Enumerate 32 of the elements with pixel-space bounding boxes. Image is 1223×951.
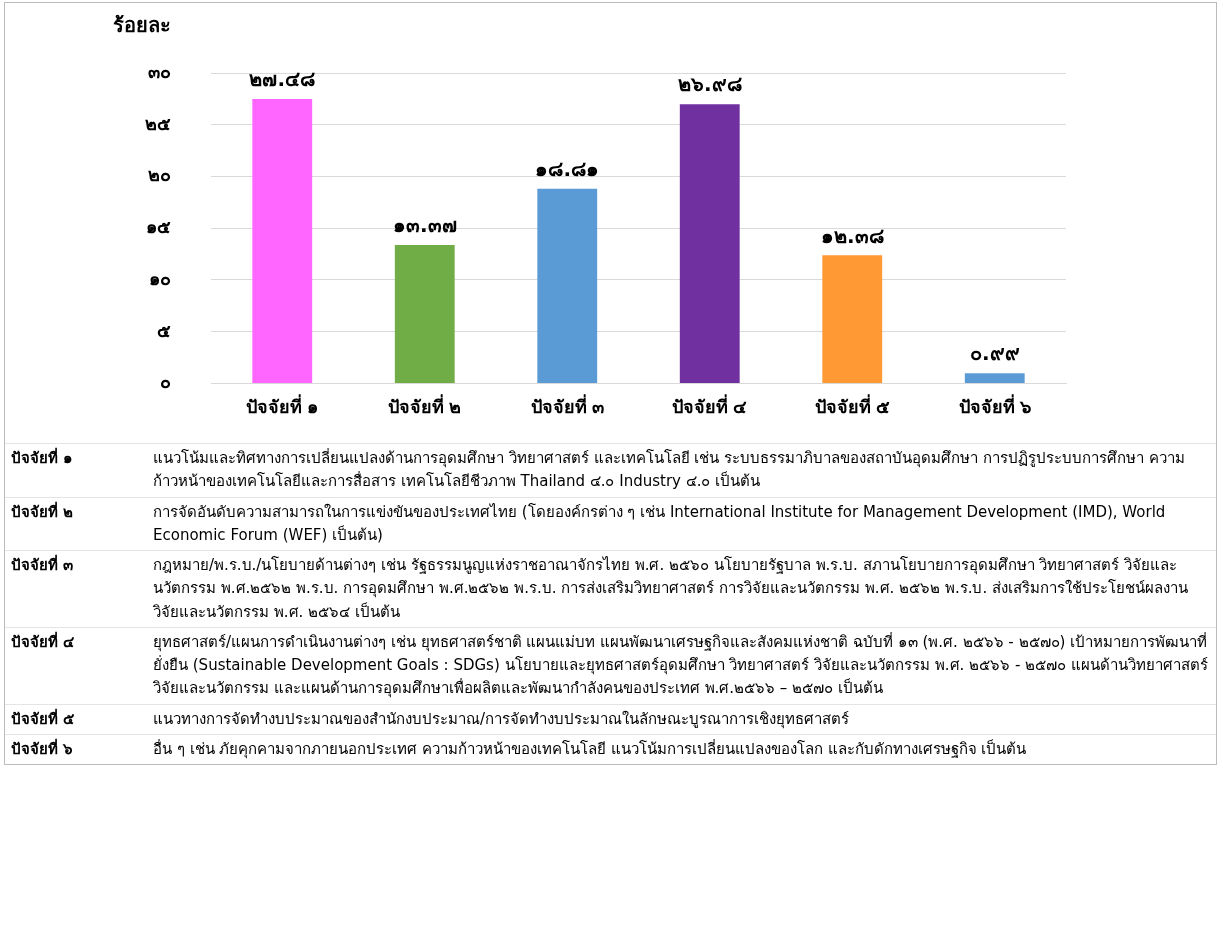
x-tick-label: ปัจจัยที่ ๓ (530, 394, 604, 418)
text: อื่น ๆ เช่น ภัยคุกคามจากภายนอกประเทศ ความก้าวหน้าของเทคโนโลยี แนวโน้มการเปลี่ยนแปลงของโลก และกับดักทางเศรษฐกิจ เป็นต้น (147, 734, 1216, 764)
category-label: ปัจจัยที่ ๔ (11, 632, 75, 651)
y-tick-label: ๒๕ (145, 113, 171, 134)
text: การจัดอันดับความสามารถในการแข่งขันของประเทศไทย (โดยองค์กรต่าง ๆ เช่น International Institute for Management Development (IMD), World Economic Forum (WEF) เป็นต้น) (147, 497, 1216, 551)
category-label: ปัจจัยที่ ๓ (11, 556, 74, 574)
data-label: ๒๖.๙๘ (677, 72, 742, 97)
data-label: ๒๗.๔๘ (249, 67, 316, 92)
category-label: ปัจจัยที่ ๑ (11, 449, 74, 467)
y-tick-label: ๕ (157, 320, 171, 341)
y-tick-label: ๐ (160, 372, 171, 393)
data-label: ๑๓.๓๗ (392, 213, 457, 238)
y-tick-label: ๓๐ (148, 61, 171, 82)
text: แนวทางการจัดทำงบประมาณของสำนักงบประมาณ/การจัดทำงบประมาณในลักษณะบูรณาการเชิงยุทธศาสตร์ (147, 704, 1216, 735)
x-tick-label: ปัจจัยที่ ๕ (814, 394, 890, 418)
data-label: ๐.๙๙ (969, 341, 1020, 366)
category-label: ปัจจัยที่ ๒ (11, 502, 74, 521)
x-tick-label: ปัจจัยที่ ๑ (246, 394, 319, 418)
data-label: ๑๘.๘๑ (535, 156, 600, 181)
y-tick-label: ๑๐ (149, 268, 171, 289)
category-label: ปัจจัยที่ ๖ (11, 739, 74, 758)
text: แนวโน้มและทิศทางการเปลี่ยนแปลงด้านการอุดมศึกษา วิทยาศาสตร์ และเทคโนโลยี เช่น ระบบธรรมาภิบาลของสถาบันอุดมศึกษา การปฏิรูประบบการศึกษา ความก้าวหน้าของเทคโนโลยีและการสื่อสาร เทคโนโลยีชีวภาพ Thailand ๔.๐ Industry ๔.๐ เป็นต้น (147, 443, 1216, 497)
y-tick-label: ๒๐ (148, 165, 171, 186)
text: ยุทธศาสตร์/แผนการดำเนินงานต่างๆ เช่น ยุทธศาสตร์ชาติ แผนแม่บท แผนพัฒนาเศรษฐกิจและสังคมแห่งชาติ ฉบับที่ ๑๓ (พ.ศ. ๒๕๖๖ - ๒๕๗๐) เป้าหมายการพัฒนาที่ยั่งยืน (Sustainable Development Goals : SDGs) นโยบายและยุทธศาสตร์อุดมศึกษา วิทยาศาสตร์ วิจัยและนวัตกรรม พ.ศ. ๒๕๖๖ - ๒๕๗๐ แผนด้านวิทยาศาสตร์ วิจัยและนวัตกรรม และแผนด้านการอุดมศึกษาเพื่อผลิตและพัฒนากำลังคนของประเทศ พ.ศ.๒๕๖๖ – ๒๕๗๐ เป็นต้น (147, 627, 1216, 704)
y-axis-title: ร้อยละ (113, 13, 171, 38)
x-tick-label: ปัจจัยที่ ๔ (672, 394, 748, 418)
category-label: ปัจจัยที่ ๕ (11, 709, 75, 728)
x-tick-label: ปัจจัยที่ ๒ (388, 394, 462, 418)
y-tick-label: ๑๕ (146, 217, 171, 238)
text: กฎหมาย/พ.ร.บ./นโยบายด้านต่างๆ เช่น รัฐธรรมนูญแห่งราชอาณาจักรไทย พ.ศ. ๒๕๖๐ นโยบายรัฐบาล พ.ร.บ. สภานโยบายการอุดมศึกษา วิทยาศาสตร์ วิจัยและนวัตกรรม พ.ศ.๒๕๖๒ พ.ร.บ. การอุดมศึกษา พ.ศ.๒๕๖๒ พ.ร.บ. การส่งเสริมวิทยาศาสตร์ การวิจัยและนวัตกรรม พ.ศ. ๒๕๖๒ พ.ร.บ. ส่งเสริมการใช้ประโยชน์ผลงานวิจัยและนวัตกรรม พ.ศ. ๒๕๖๔ เป็นต้น (147, 550, 1216, 628)
data-label: ๑๒.๓๘ (820, 223, 884, 248)
x-tick-label: ปัจจัยที่ ๖ (958, 394, 1031, 418)
